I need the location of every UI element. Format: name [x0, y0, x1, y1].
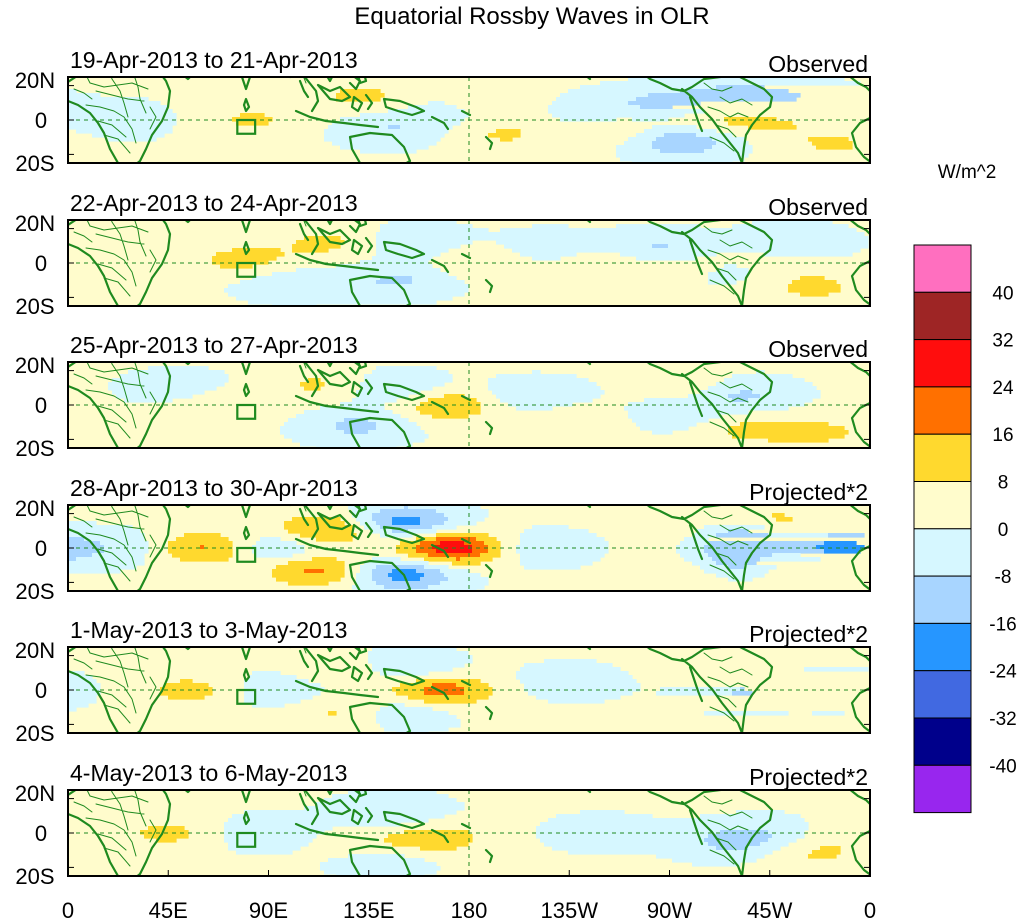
colorbar-units-label: W/m^2	[938, 162, 997, 183]
panel-label: Projected*2	[749, 764, 868, 790]
lat-tick-label: 20N	[15, 353, 55, 378]
colorbar-level-label: 32	[992, 331, 1013, 352]
colorbar-level-label: 40	[992, 283, 1013, 304]
lat-tick-label: 0	[35, 536, 47, 561]
panel-period: 28-Apr-2013 to 30-Apr-2013	[70, 475, 358, 501]
lat-tick-label: 20S	[15, 151, 54, 176]
lat-tick-label: 0	[35, 821, 47, 846]
colorbar-level-label: -24	[989, 662, 1017, 683]
olr-anomaly-field	[68, 77, 870, 163]
colorbar-level-label: 8	[998, 473, 1009, 494]
lat-tick-label: 20S	[15, 864, 54, 889]
lat-tick-label: 0	[35, 393, 47, 418]
panel-2: 20N 0 20S 22-Apr-2013 to 24-Apr-2013 Observe…	[15, 190, 871, 319]
lon-tick-label: 45W	[747, 898, 792, 922]
lat-tick-label: 20N	[15, 638, 55, 663]
panel-period: 19-Apr-2013 to 21-Apr-2013	[70, 47, 358, 73]
panel-1: 20N 0 20S 19-Apr-2013 to 21-Apr-2013 Observe…	[15, 47, 871, 176]
colorbar-swatch	[913, 622, 972, 672]
lon-tick-label: 45E	[149, 898, 188, 922]
lat-tick-label: 0	[35, 678, 47, 703]
colorbar-level-label: -8	[995, 567, 1012, 588]
colorbar-swatch	[913, 481, 972, 530]
olr-anomaly-field	[68, 647, 870, 733]
panel-label: Observed	[768, 51, 868, 77]
lat-tick-label: 0	[35, 108, 47, 133]
lat-tick-label: 20N	[15, 496, 55, 521]
panel-period: 4-May-2013 to 6-May-2013	[70, 760, 347, 786]
colorbar-swatch	[913, 386, 972, 435]
lon-tick-label: 90W	[647, 898, 692, 922]
lat-tick-label: 20S	[15, 294, 54, 319]
panel-label: Projected*2	[749, 479, 868, 505]
lat-tick-label: 20N	[15, 781, 55, 806]
lon-tick-label: 135W	[541, 898, 599, 922]
index-box	[236, 688, 257, 705]
lon-tick-label: 135E	[343, 898, 394, 922]
colorbar-swatch	[913, 528, 972, 577]
index-box	[236, 403, 257, 420]
index-box	[236, 831, 257, 848]
colorbar-level-label: -32	[989, 709, 1016, 730]
panel-period: 1-May-2013 to 3-May-2013	[70, 617, 347, 643]
lat-tick-label: 20S	[15, 721, 54, 746]
colorbar-level-label: -16	[989, 614, 1016, 635]
panel-period: 25-Apr-2013 to 27-Apr-2013	[70, 332, 358, 358]
lon-tick-label: 0	[864, 898, 876, 922]
panel-5: 20N 0 20S 1-May-2013 to 3-May-2013 Projected…	[15, 617, 871, 746]
colorbar-swatch	[913, 575, 972, 624]
panel-label: Projected*2	[749, 621, 868, 647]
index-box	[236, 118, 257, 135]
lat-tick-label: 20N	[15, 211, 55, 236]
colorbar-swatch	[913, 291, 972, 341]
panel-4: 20N 0 20S 28-Apr-2013 to 30-Apr-2013 Project…	[15, 475, 871, 604]
panel-label: Observed	[768, 194, 868, 220]
colorbar-level-label: 16	[992, 425, 1013, 446]
colorbar-level-label: -40	[989, 756, 1016, 777]
colorbar-swatch	[913, 670, 972, 719]
colorbar-swatch	[913, 244, 972, 293]
colorbar-swatch	[913, 764, 972, 814]
panel-6: 20N 0 20S 4-May-2013 to 6-May-2013 Projected…	[15, 760, 871, 889]
lat-tick-label: 0	[35, 251, 47, 276]
panel-period: 22-Apr-2013 to 24-Apr-2013	[70, 190, 358, 216]
panel-label: Observed	[768, 336, 868, 362]
colorbar-swatch	[913, 433, 972, 483]
colorbar-level-label: 24	[992, 378, 1014, 399]
lat-tick-label: 20N	[15, 68, 55, 93]
lon-tick-label: 0	[62, 898, 74, 922]
lat-tick-label: 20S	[15, 436, 54, 461]
lon-tick-label: 180	[451, 898, 488, 922]
index-box	[236, 261, 257, 278]
panel-3: 20N 0 20S 25-Apr-2013 to 27-Apr-2013 Observe…	[15, 332, 871, 461]
colorbar-swatch	[913, 717, 972, 766]
lat-tick-label: 20S	[15, 579, 54, 604]
chart-title: Equatorial Rossby Waves in OLR	[354, 3, 709, 30]
colorbar-level-label: 0	[998, 520, 1009, 541]
colorbar-swatch	[913, 339, 972, 388]
index-box	[236, 546, 257, 563]
lon-tick-label: 90E	[249, 898, 288, 922]
